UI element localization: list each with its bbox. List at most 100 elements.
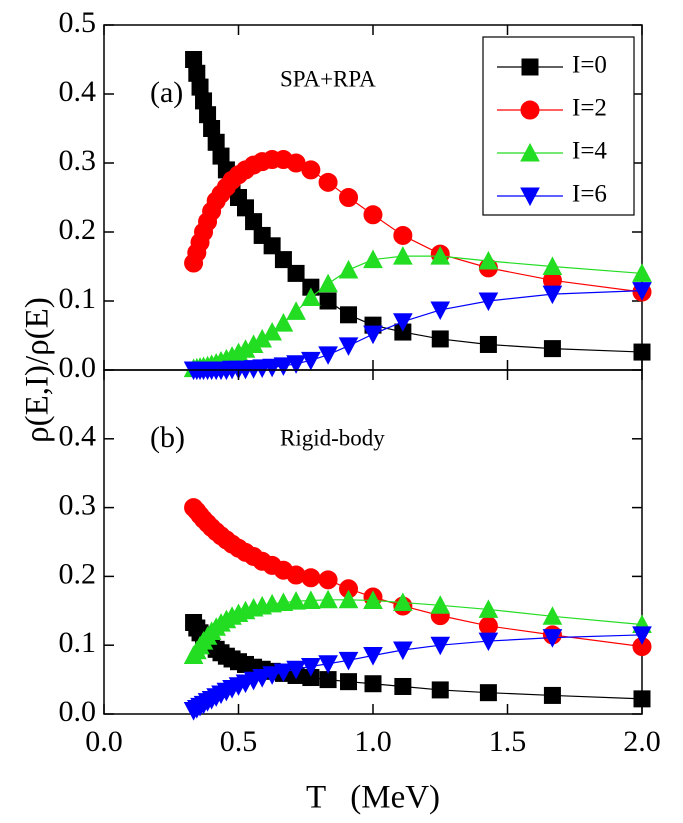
marker — [286, 660, 306, 680]
marker — [542, 629, 563, 648]
marker — [262, 666, 282, 685]
marker — [479, 335, 497, 353]
marker — [543, 340, 561, 358]
marker — [301, 568, 321, 588]
x-tick-label: 1.5 — [489, 725, 527, 758]
marker — [338, 651, 359, 671]
marker — [340, 673, 358, 691]
marker — [339, 188, 359, 207]
y-tick-label: 0.4 — [59, 420, 97, 453]
marker — [273, 663, 294, 683]
panel-label: (a) — [150, 76, 183, 109]
marker — [318, 346, 338, 365]
marker — [363, 249, 383, 269]
marker — [318, 273, 338, 293]
marker — [479, 684, 497, 702]
marker — [273, 592, 294, 612]
y-tick-label: 0.1 — [59, 626, 97, 659]
marker — [478, 250, 499, 270]
marker — [318, 589, 338, 609]
marker — [478, 599, 499, 618]
panel-label: (b) — [150, 421, 185, 454]
series-line — [193, 507, 643, 648]
x-tick-label: 0.0 — [85, 725, 123, 758]
marker — [430, 246, 451, 265]
marker — [319, 292, 337, 310]
marker — [393, 313, 413, 332]
marker — [286, 591, 306, 610]
marker — [430, 636, 451, 656]
series-line — [193, 290, 643, 371]
legend-label: I=6 — [572, 181, 607, 208]
marker — [245, 213, 263, 231]
legend-marker — [521, 58, 539, 76]
marker — [286, 355, 306, 374]
marker — [632, 626, 652, 645]
marker — [363, 325, 383, 345]
marker — [319, 671, 337, 689]
marker — [431, 681, 449, 699]
marker — [633, 343, 651, 361]
marker — [633, 690, 651, 708]
y-tick-label: 0.1 — [59, 282, 97, 315]
panel-note: Rigid-body — [280, 425, 385, 450]
marker — [542, 606, 563, 625]
marker — [340, 306, 358, 324]
y-tick-label: 0.0 — [59, 695, 97, 728]
marker — [286, 301, 306, 320]
y-tick-label: 0.3 — [59, 488, 97, 521]
y-tick-label: 0.4 — [59, 75, 97, 108]
marker — [632, 282, 652, 301]
marker — [478, 616, 498, 636]
y-tick-label: 0.3 — [59, 144, 97, 177]
legend-marker — [520, 187, 540, 207]
marker — [338, 259, 359, 279]
marker — [393, 641, 413, 661]
marker — [543, 686, 561, 704]
marker — [273, 357, 294, 376]
marker — [338, 589, 359, 609]
y-tick-label: 0.0 — [59, 351, 97, 384]
marker — [263, 237, 281, 255]
marker — [301, 351, 321, 371]
x-tick-label: 2.0 — [623, 725, 661, 758]
marker — [430, 301, 451, 321]
marker — [287, 264, 305, 282]
legend-box — [482, 36, 635, 216]
x-tick-label: 0.5 — [220, 725, 258, 758]
panel-note: SPA+RPA — [280, 66, 376, 91]
marker — [363, 205, 383, 225]
marker — [318, 570, 338, 590]
marker — [318, 172, 338, 192]
marker — [478, 632, 499, 652]
legend-label: I=2 — [572, 95, 607, 122]
marker — [318, 655, 338, 674]
y-tick-label: 0.5 — [59, 6, 97, 39]
legend-label: I=4 — [572, 138, 607, 165]
marker — [363, 647, 383, 666]
marker — [301, 658, 321, 677]
x-axis-label: T (MeV) — [306, 780, 440, 816]
marker — [363, 590, 383, 609]
marker — [338, 337, 359, 356]
marker — [393, 225, 413, 245]
marker — [393, 592, 413, 612]
marker — [301, 287, 321, 307]
legend-marker — [520, 142, 540, 162]
legend-label: I=0 — [572, 52, 607, 79]
y-axis-label: ρ(E,I)/ρ(E) — [20, 297, 56, 443]
marker — [301, 590, 321, 609]
marker — [542, 256, 563, 275]
marker — [394, 677, 412, 695]
marker — [364, 675, 382, 693]
marker — [478, 292, 499, 312]
marker — [632, 263, 652, 282]
legend-marker — [520, 100, 540, 120]
marker — [430, 595, 451, 614]
marker — [262, 358, 282, 378]
y-tick-label: 0.2 — [59, 213, 97, 246]
marker — [431, 330, 449, 348]
marker — [301, 160, 321, 180]
marker — [273, 313, 294, 332]
